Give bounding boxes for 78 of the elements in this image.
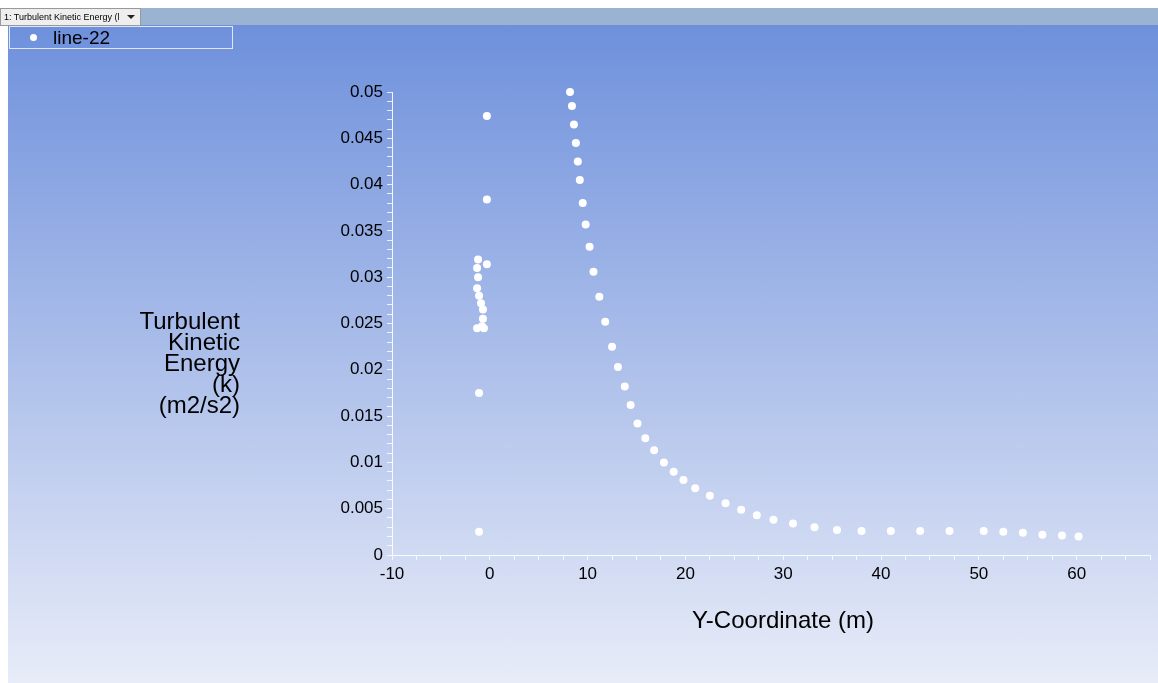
point [650, 446, 659, 455]
x-tick-label: 0 [485, 563, 495, 583]
point [575, 175, 584, 184]
point [482, 195, 491, 204]
point [475, 388, 484, 397]
text: 1: Turbulent Kinetic Energy (l [4, 12, 120, 22]
point [691, 484, 700, 493]
point [613, 363, 622, 372]
point [473, 263, 482, 272]
point [474, 273, 483, 282]
point [608, 342, 617, 351]
x-tick-label: 60 [1067, 563, 1087, 583]
point [475, 527, 484, 536]
x-tick-label: -10 [379, 563, 405, 583]
point [679, 475, 688, 484]
point [1018, 528, 1027, 537]
y-tick-label: 0 [373, 544, 383, 564]
y-tick-label: 0.02 [349, 359, 383, 379]
point [578, 199, 587, 208]
point [482, 260, 491, 269]
y-tick-label: 0.01 [349, 452, 383, 472]
y-tick-label: 0.05 [349, 81, 383, 101]
y-tick-label: 0.025 [340, 313, 383, 333]
point [475, 291, 484, 300]
legend-label: line-22 [53, 27, 111, 48]
point [589, 267, 598, 276]
point [833, 526, 842, 534]
point [620, 382, 629, 391]
point [705, 491, 714, 500]
point [566, 88, 575, 96]
x-tick-label: 10 [578, 563, 598, 583]
y-tick-label: 0.005 [340, 498, 383, 518]
point [999, 527, 1008, 536]
point [886, 526, 895, 535]
point [857, 526, 866, 535]
point [581, 220, 590, 229]
x-tick-label: 20 [675, 563, 695, 583]
point [601, 317, 610, 326]
point [473, 324, 482, 333]
y-axis-title: Turbulent Kinetic Energy (k) (m2/s2) [139, 307, 240, 418]
point [482, 112, 491, 121]
point [569, 120, 578, 129]
point [1074, 532, 1083, 541]
y-tick-label: 0.04 [349, 174, 383, 194]
point [478, 305, 487, 314]
point [752, 511, 761, 520]
point [721, 499, 730, 508]
point [669, 467, 678, 476]
point [478, 314, 487, 323]
x-tick-label: 30 [773, 563, 793, 583]
point [810, 523, 819, 532]
point [567, 101, 576, 110]
point [1057, 531, 1066, 540]
y-tick-label: 0.045 [340, 127, 383, 147]
point [573, 157, 582, 166]
point [633, 419, 642, 428]
x-axis-title: Y-Coordinate (m) [691, 606, 875, 634]
point [737, 505, 746, 514]
point [769, 515, 778, 524]
point [1038, 530, 1047, 539]
point [474, 255, 483, 264]
point [789, 519, 798, 528]
y-tick-label: 0.03 [349, 266, 383, 286]
point [979, 526, 988, 535]
y-tick-label: 0.035 [340, 220, 383, 240]
point [659, 458, 668, 467]
point [916, 526, 925, 535]
point [945, 526, 954, 535]
point [477, 299, 485, 308]
point [473, 284, 482, 293]
point [626, 400, 635, 409]
y-tick-label: 0.015 [340, 405, 383, 425]
point [641, 434, 650, 443]
point [595, 292, 604, 301]
x-tick-label: 40 [871, 563, 891, 583]
point [585, 242, 594, 251]
point [571, 138, 580, 147]
x-tick-label: 50 [969, 563, 989, 583]
